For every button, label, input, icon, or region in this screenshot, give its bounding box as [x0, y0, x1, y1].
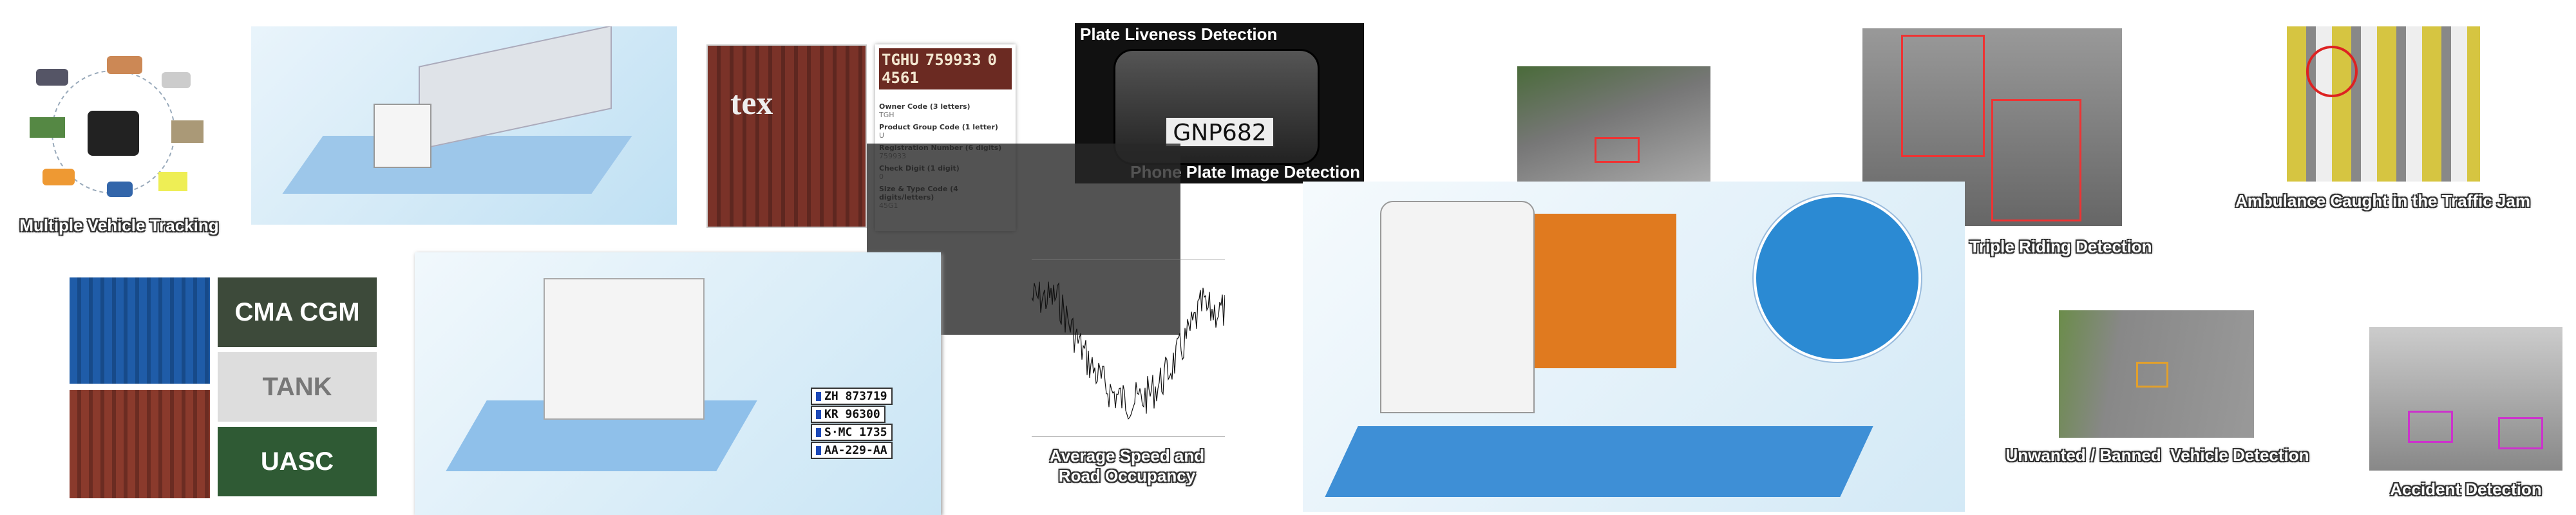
field-value: U: [879, 131, 885, 140]
big-truck-image: [1303, 182, 1965, 512]
container-label: CMA CGM: [218, 277, 377, 347]
license-plate: AA-229-AA: [811, 442, 893, 459]
field-label: Owner Code (3 letters): [879, 102, 971, 111]
code-line: 0: [987, 51, 997, 69]
code-line: 4561: [882, 69, 919, 87]
field-label: Product Group Code (1 letter): [879, 123, 998, 131]
liveness-image: GNP682 Plate Liveness Detection Phone Pl…: [1075, 23, 1364, 183]
code-line: 759933: [925, 51, 981, 69]
containers-grid: CMA CGM TANK UASC: [70, 277, 377, 498]
truck-scale-image: ZH 873719 KR 96300 S·MC 1735 AA-229-AA: [415, 252, 941, 515]
accident-image: [2369, 327, 2562, 471]
caption: Average Speed and Road Occupancy: [1049, 446, 1205, 485]
container-image: tex: [706, 44, 867, 228]
caption: Multiple Vehicle Tracking: [19, 216, 219, 235]
field-value: TGH: [879, 111, 895, 119]
license-plate: S·MC 1735: [811, 424, 893, 441]
caption: Unwanted / Banned Vehicle Detection: [2005, 445, 2309, 465]
tracking-icon: [30, 56, 204, 197]
code-line: TGHU: [882, 51, 919, 69]
ambulance-image: [2287, 26, 2480, 182]
phone-plate: GNP682: [1165, 117, 1274, 147]
liveness-title: Plate Liveness Detection: [1080, 24, 1278, 44]
truck-scale-image: [251, 26, 677, 225]
triple-riding-image: [1862, 28, 2122, 226]
caption: Triple Riding Detection: [1969, 237, 2152, 256]
container-label: UASC: [218, 427, 377, 496]
container-label: TANK: [218, 352, 377, 422]
license-plate: ZH 873719: [811, 388, 893, 405]
caption: Accident Detection: [2390, 480, 2542, 499]
container-code: TGHU 759933 0 4561: [879, 48, 1012, 89]
license-plate: KR 96300: [811, 406, 886, 423]
speed-chart: [1032, 259, 1225, 437]
unwanted-image: [2059, 310, 2254, 438]
caption: Ambulance Caught in the Traffic Jam: [2235, 191, 2530, 211]
parking-image: [1517, 66, 1710, 182]
container-brand: tex: [730, 85, 773, 122]
